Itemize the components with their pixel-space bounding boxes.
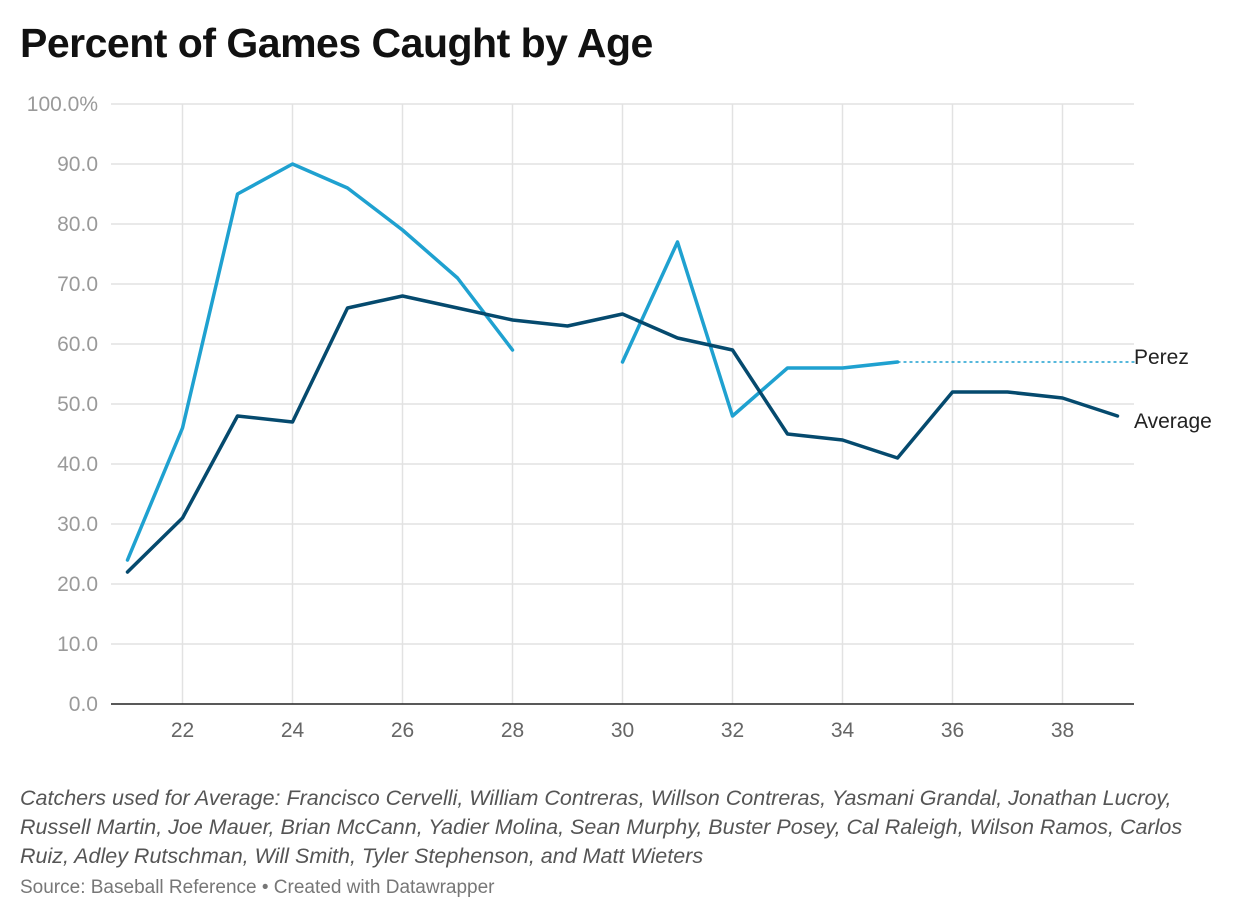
y-tick-label: 100.0%: [27, 93, 98, 116]
average-line: [125, 294, 1120, 574]
perez-series-label: Perez: [1134, 346, 1189, 369]
y-tick-label: 40.0: [57, 453, 98, 476]
y-tick-label: 90.0: [57, 153, 98, 176]
y-tick-label: 20.0: [57, 573, 98, 596]
x-tick-label: 22: [171, 719, 194, 742]
x-gridlines: [181, 104, 1064, 704]
x-tick-label: 30: [611, 719, 634, 742]
perez-line: [125, 162, 515, 562]
y-axis-tick-labels: 100.0% 90.0 80.0 70.0 60.0 50.0 40.0 30.0 20.0 10…: [27, 93, 98, 716]
x-tick-label: 28: [501, 719, 524, 742]
y-tick-label: 80.0: [57, 213, 98, 236]
line-chart: 100.0% 90.0 80.0 70.0 60.0 50.0 40.0 30.0 20.0 10…: [27, 93, 1212, 742]
x-tick-label: 38: [1051, 719, 1074, 742]
x-tick-label: 32: [721, 719, 744, 742]
y-tick-label: 50.0: [57, 393, 98, 416]
x-tick-label: 34: [831, 719, 855, 742]
y-tick-label: 30.0: [57, 513, 98, 536]
x-tick-label: 24: [281, 719, 305, 742]
chart-notes: Catchers used for Average: Francisco Cer…: [20, 786, 1183, 868]
chart-source: Source: Baseball Reference • Created wit…: [20, 877, 495, 898]
y-tick-label: 70.0: [57, 273, 98, 296]
y-tick-label: 0.0: [69, 693, 98, 716]
series-labels: Perez Average: [1134, 346, 1212, 433]
chart-title: Percent of Games Caught by Age: [20, 20, 653, 66]
y-tick-label: 60.0: [57, 333, 98, 356]
series-lines: [125, 162, 1136, 574]
y-tick-label: 10.0: [57, 633, 98, 656]
average-series-label: Average: [1134, 410, 1212, 433]
x-tick-label: 36: [941, 719, 964, 742]
x-axis-tick-labels: 22 24 26 28 30 32 34 36 38: [171, 719, 1074, 742]
x-tick-label: 26: [391, 719, 414, 742]
